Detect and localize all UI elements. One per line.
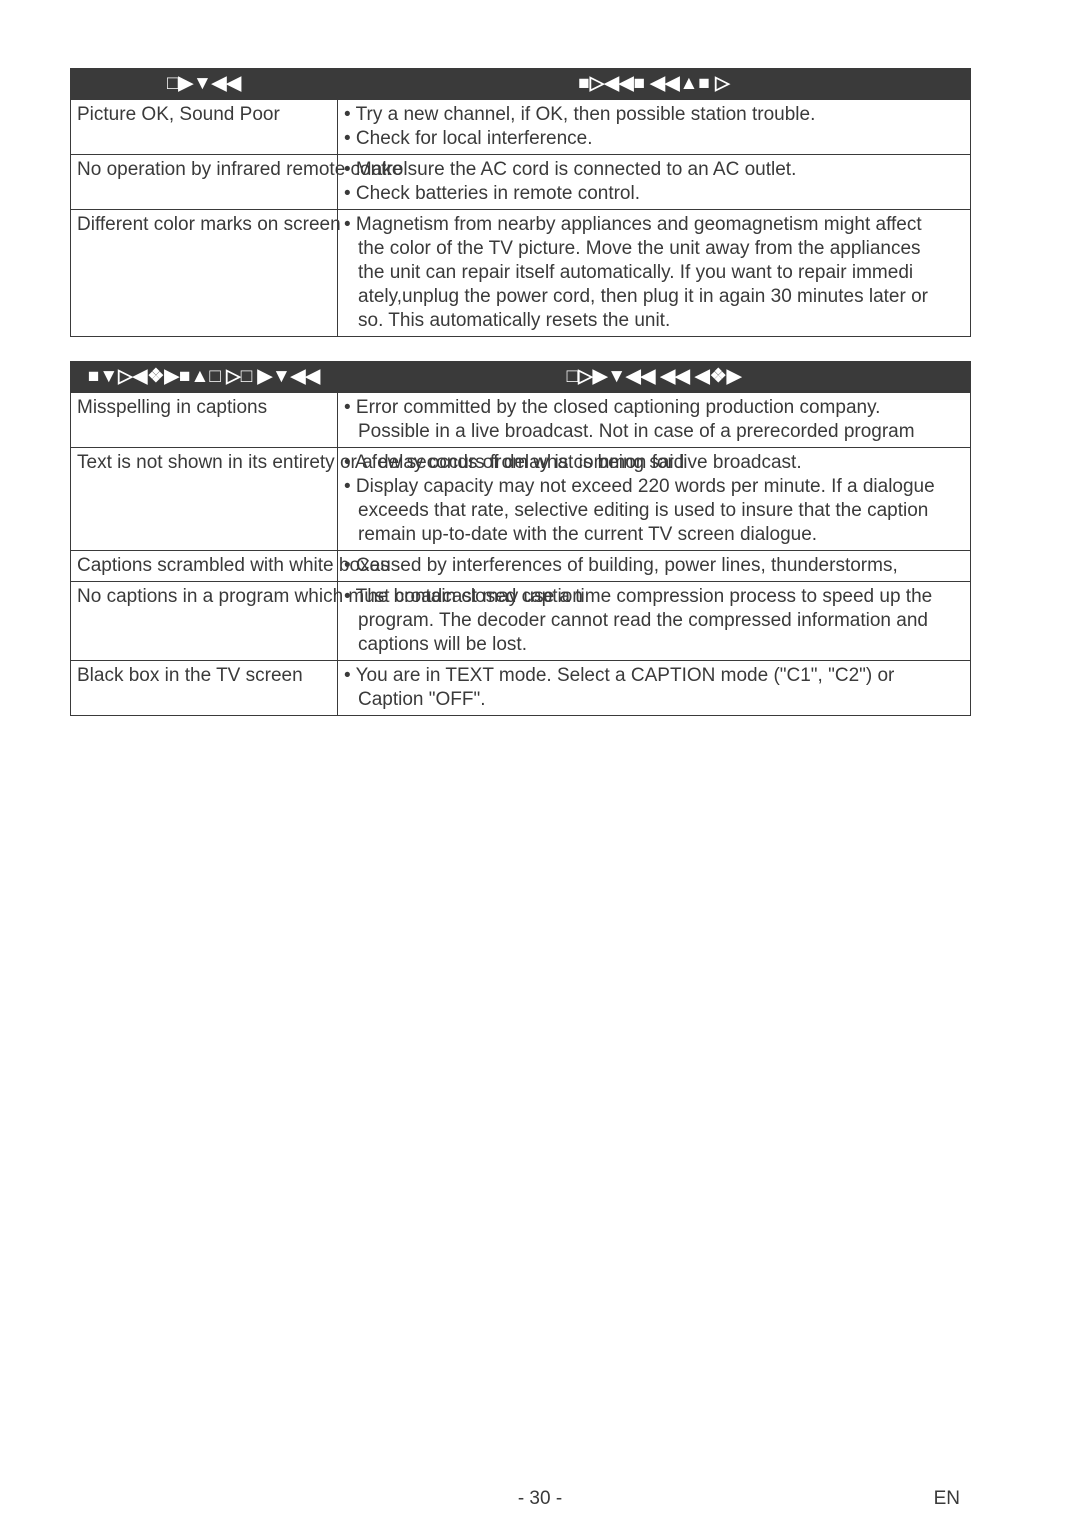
symptom-cell: Picture OK, Sound Poor [71,100,338,155]
solution-cell: • Make sure the AC cord is connected to … [338,155,971,210]
symptom-text: Picture OK, Sound Poor [77,104,280,125]
solution-line: remain up-to-date with the current TV sc… [344,523,964,547]
solution-line: • Magnetism from nearby appliances and g… [344,214,922,235]
solution-line: exceeds that rate, selective editing is … [344,499,964,523]
solution-line: • Check for local interference. [344,128,592,149]
solution-line: • Try a new channel, if OK, then possibl… [344,104,815,125]
table-row: Captions scrambled with white boxes • Ca… [71,551,971,582]
solution-line: Possible in a live broadcast. Not in cas… [344,420,964,444]
symptom-cell: Black box in the TV screen [71,661,338,716]
symptom-cell: No captions in a program which must cont… [71,582,338,661]
solution-cell: • Error committed by the closed captioni… [338,393,971,448]
glyph-header-1a: □▶▼◀◀ [167,73,241,94]
page-number: - 30 - [0,1488,1080,1510]
solution-line: • The broadcast may use a time compressi… [344,586,932,607]
solution-line: • Display capacity may not exceed 220 wo… [344,476,935,497]
symptom-cell: Text is not shown in its entirety or a d… [71,448,338,551]
table-row: Misspelling in captions • Error committe… [71,393,971,448]
symptom-cell: Different color marks on screen [71,210,338,337]
table-row: Black box in the TV screen • You are in … [71,661,971,716]
solution-line: • Make sure the AC cord is connected to … [344,159,796,180]
symptom-cell: Misspelling in captions [71,393,338,448]
glyph-header-2a: ■▼▷◀❖▶■▲□ ▷□ ▶▼◀◀ [88,366,320,387]
symptom-text: Black box in the TV screen [77,665,303,686]
symptom-cell: No operation by infrared remote control [71,155,338,210]
solution-cell: • Caused by interferences of building, p… [338,551,971,582]
symptom-text: Different color marks on screen [77,214,341,235]
table1-header-symptom: □▶▼◀◀ [71,69,338,100]
table-row: Picture OK, Sound Poor • Try a new chann… [71,100,971,155]
table-row: Text is not shown in its entirety or a d… [71,448,971,551]
solution-line: • Caused by interferences of building, p… [344,555,898,576]
table1-header-row: □▶▼◀◀ ■▷◀◀■ ◀◀▲■ ▷ [71,69,971,100]
page-lang: EN [934,1488,960,1510]
table2-header-symptom: ■▼▷◀❖▶■▲□ ▷□ ▶▼◀◀ [71,362,338,393]
symptom-cell: Captions scrambled with white boxes [71,551,338,582]
table-row: No operation by infrared remote control … [71,155,971,210]
solution-line: Caption "OFF". [344,688,964,712]
solution-line: • Error committed by the closed captioni… [344,397,880,418]
solution-cell: • You are in TEXT mode. Select a CAPTION… [338,661,971,716]
solution-line: • Check batteries in remote control. [344,183,640,204]
table1-header-solution: ■▷◀◀■ ◀◀▲■ ▷ [338,69,971,100]
solution-line: so. This automatically resets the unit. [344,309,964,333]
table-row: No captions in a program which must cont… [71,582,971,661]
troubleshoot-table-1: □▶▼◀◀ ■▷◀◀■ ◀◀▲■ ▷ Picture OK, Sound Poo… [70,68,971,337]
solution-cell: • Magnetism from nearby appliances and g… [338,210,971,337]
table-row: Different color marks on screen • Magnet… [71,210,971,337]
solution-line: captions will be lost. [344,633,964,657]
symptom-text: Captions scrambled with white boxes [77,555,390,576]
solution-line: the color of the TV picture. Move the un… [344,237,964,261]
table2-header-row: ■▼▷◀❖▶■▲□ ▷□ ▶▼◀◀ □▷▶▼◀◀ ◀◀ ◀❖▶ [71,362,971,393]
solution-cell: • Try a new channel, if OK, then possibl… [338,100,971,155]
solution-line: the unit can repair itself automatically… [344,261,964,285]
solution-line: program. The decoder cannot read the com… [344,609,964,633]
solution-cell: • A few seconds of delay is common for l… [338,448,971,551]
page-root: □▶▼◀◀ ■▷◀◀■ ◀◀▲■ ▷ Picture OK, Sound Poo… [0,0,1080,1526]
glyph-header-1b: ■▷◀◀■ ◀◀▲■ ▷ [578,73,729,94]
troubleshoot-table-2: ■▼▷◀❖▶■▲□ ▷□ ▶▼◀◀ □▷▶▼◀◀ ◀◀ ◀❖▶ Misspell… [70,361,971,716]
solution-line: ately,unplug the power cord, then plug i… [344,285,964,309]
solution-line: • A few seconds of delay is common for l… [344,452,802,473]
table2-header-solution: □▷▶▼◀◀ ◀◀ ◀❖▶ [338,362,971,393]
glyph-header-2b: □▷▶▼◀◀ ◀◀ ◀❖▶ [567,366,742,387]
solution-line: • You are in TEXT mode. Select a CAPTION… [344,665,894,686]
solution-cell: • The broadcast may use a time compressi… [338,582,971,661]
symptom-text: Misspelling in captions [77,397,267,418]
